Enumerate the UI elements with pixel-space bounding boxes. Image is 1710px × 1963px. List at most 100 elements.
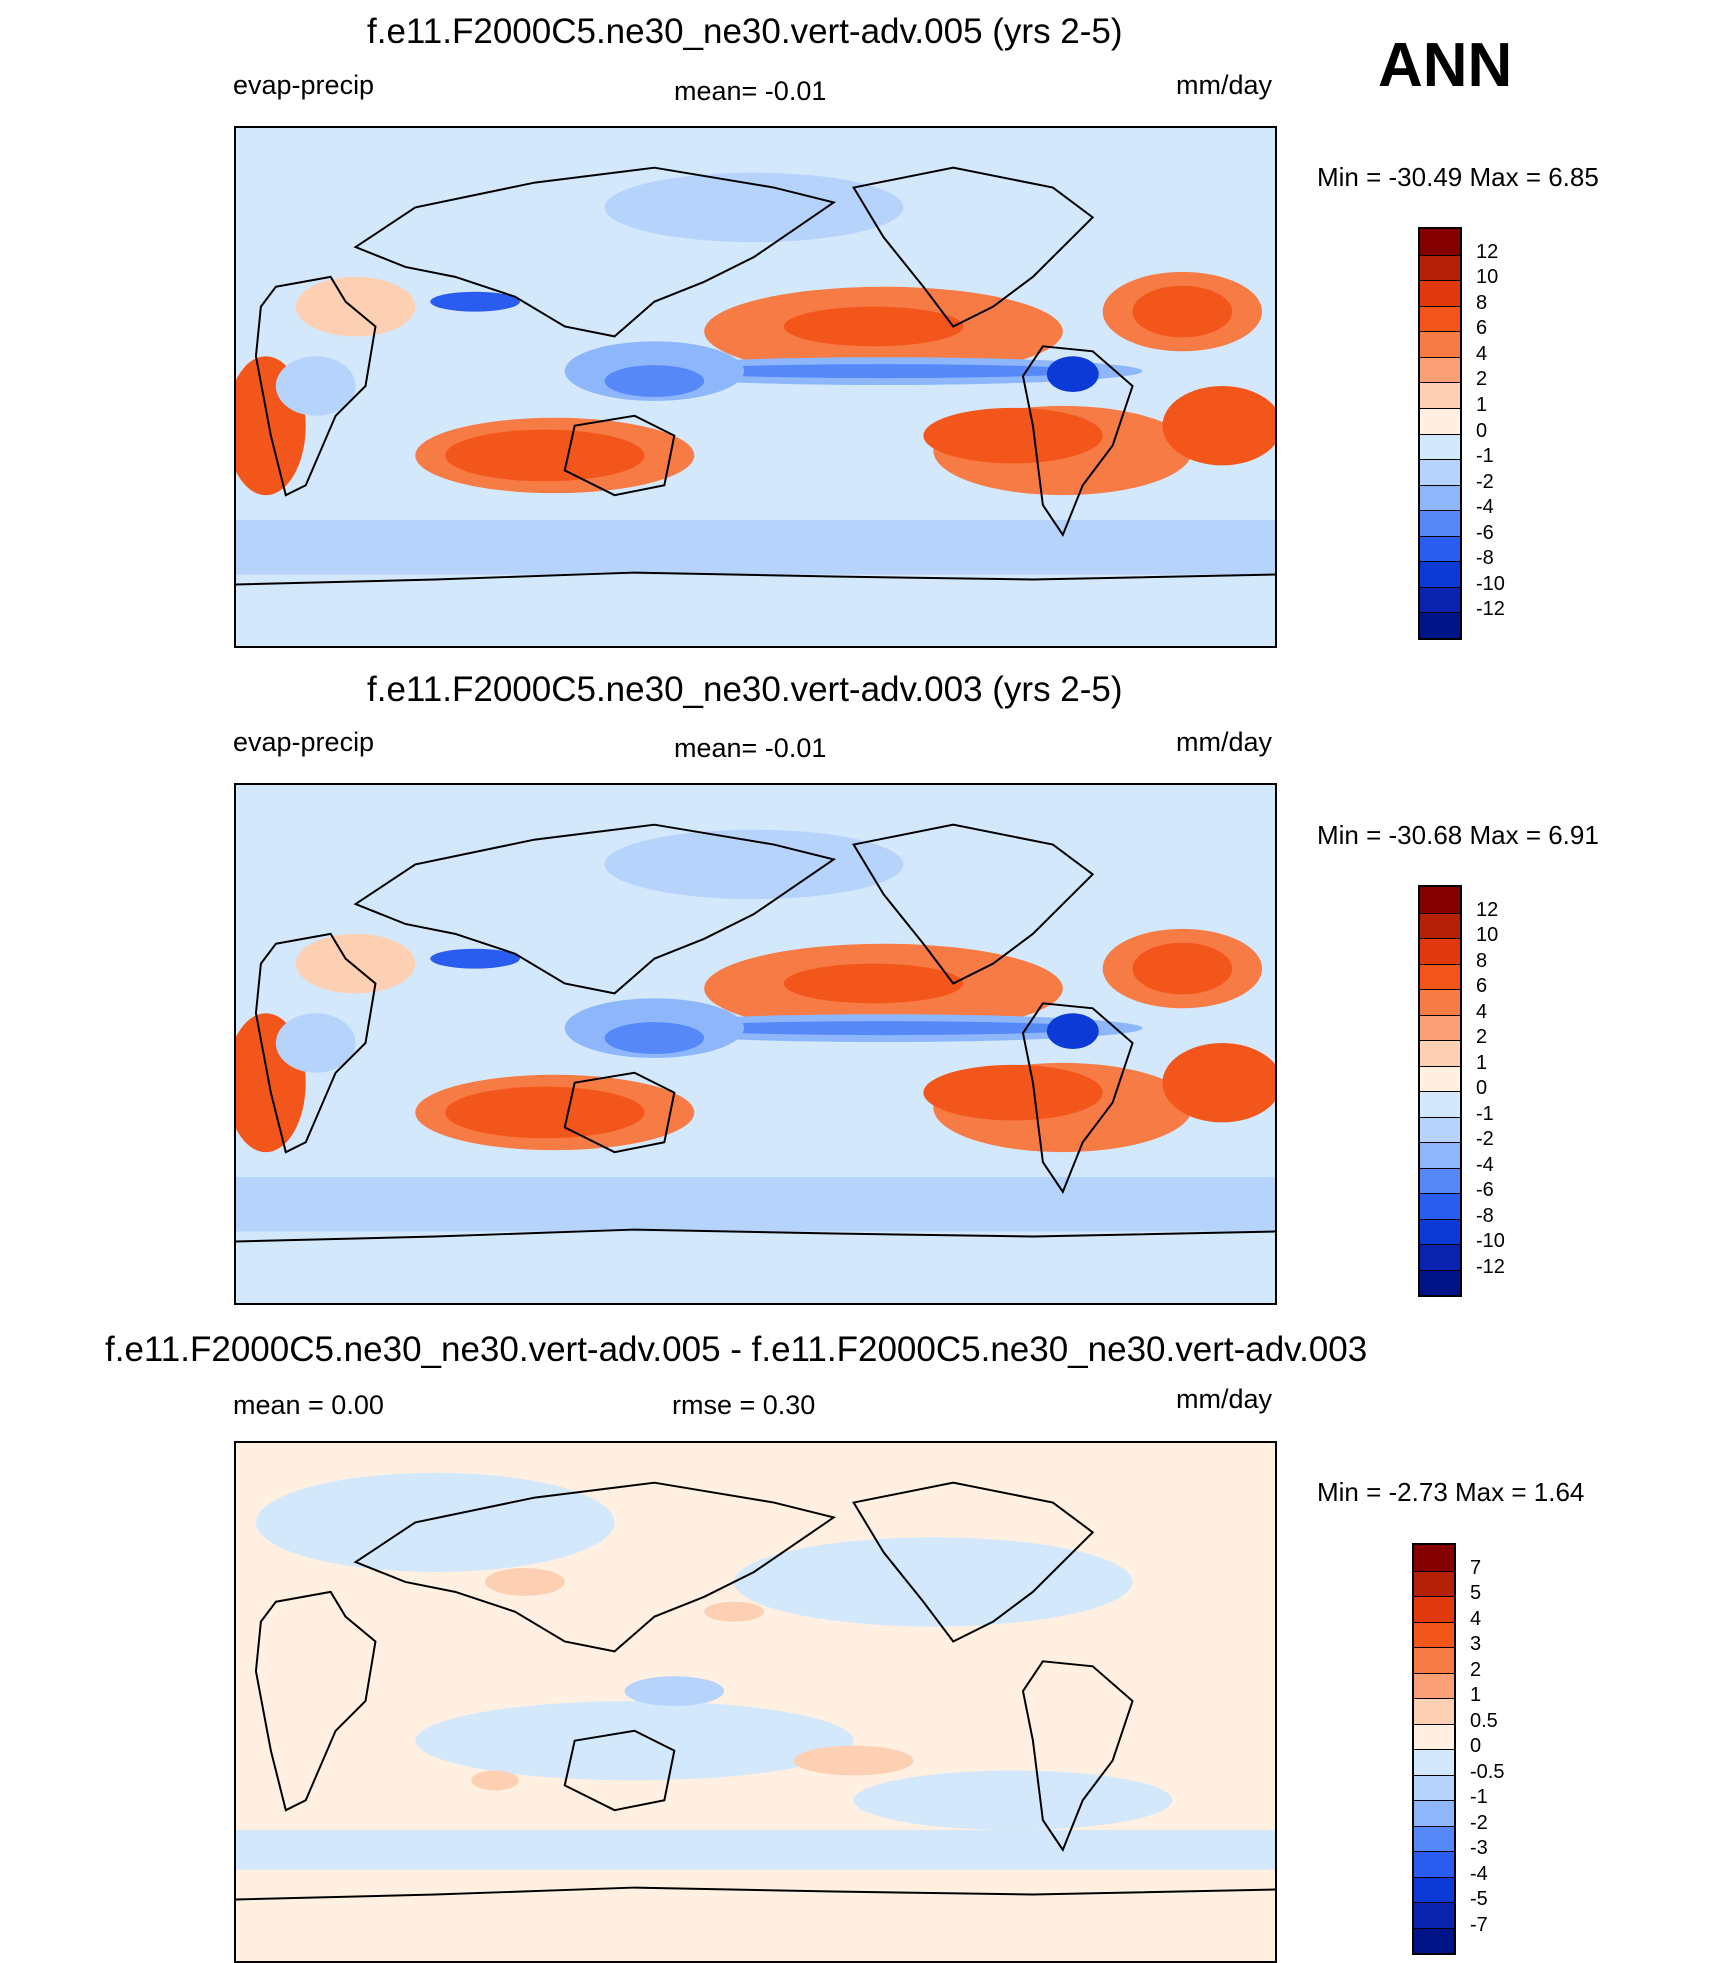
colorbar-tick-label: -10 xyxy=(1476,572,1505,595)
colorbar-tick-label: -1 xyxy=(1476,445,1494,468)
colorbar-tick-label: -6 xyxy=(1476,1179,1494,1201)
colorbar-swatch xyxy=(1414,1621,1454,1647)
panel-1-title: f.e11.F2000C5.ne30_ne30.vert-adv.005 (yr… xyxy=(367,12,1123,51)
colorbar-swatch xyxy=(1420,382,1460,408)
colorbar-tick-label: -7 xyxy=(1470,1913,1488,1936)
colorbar-tick-label: 5 xyxy=(1470,1582,1482,1604)
colorbar-tick-label: -2 xyxy=(1476,1128,1494,1150)
colorbar-swatch xyxy=(1414,1902,1454,1928)
colorbar-swatch xyxy=(1414,1647,1454,1673)
colorbar-tick-label: -4 xyxy=(1476,496,1494,519)
colorbar-tick-label: -3 xyxy=(1470,1837,1488,1859)
colorbar-tick-label: 6 xyxy=(1476,317,1488,340)
colorbar-tick-label: 1 xyxy=(1476,1051,1488,1074)
panel-3-rmse-label: rmse = 0.30 xyxy=(672,1390,816,1420)
colorbar-tick-label: 3 xyxy=(1470,1633,1482,1655)
colorbar-tick-label: 12 xyxy=(1476,898,1499,921)
colorbar-swatch xyxy=(1420,1014,1460,1040)
colorbar-tick-label: -2 xyxy=(1470,1811,1488,1834)
colorbar-swatch xyxy=(1420,1244,1460,1270)
colorbar-tick-label: 0 xyxy=(1470,1735,1482,1757)
panel-3-map xyxy=(234,1441,1277,1963)
colorbar-swatch xyxy=(1414,1825,1454,1851)
colorbar-swatch xyxy=(1420,561,1460,587)
colorbar-tick-label: 1 xyxy=(1470,1684,1482,1706)
panel-1-mean-label: mean= -0.01 xyxy=(674,76,827,106)
panel-1-colorbar xyxy=(1418,227,1462,640)
colorbar-tick-label: -8 xyxy=(1476,1204,1494,1227)
season-label: ANN xyxy=(1378,31,1513,100)
panel-1-units-label: mm/day xyxy=(1176,70,1273,100)
panel-2-map xyxy=(234,783,1277,1305)
colorbar-tick-label: 12 xyxy=(1476,240,1499,263)
colorbar-swatch xyxy=(1414,1723,1454,1749)
colorbar-swatch xyxy=(1414,1927,1454,1953)
colorbar-tick-label: -12 xyxy=(1476,1255,1505,1278)
map-field xyxy=(236,785,1275,1303)
panel-3-mean-label: mean = 0.00 xyxy=(233,1390,384,1420)
colorbar-swatch xyxy=(1420,1193,1460,1219)
colorbar-swatch xyxy=(1420,1116,1460,1142)
colorbar-tick-label: 4 xyxy=(1476,342,1488,365)
colorbar-tick-label: 7 xyxy=(1470,1556,1482,1579)
colorbar-tick-label: 2 xyxy=(1476,368,1488,391)
panel-3-title: f.e11.F2000C5.ne30_ne30.vert-adv.005 - f… xyxy=(105,1330,1368,1369)
colorbar-tick-label: 6 xyxy=(1476,975,1488,997)
colorbar-swatch xyxy=(1414,1545,1454,1571)
colorbar-swatch xyxy=(1420,356,1460,383)
colorbar-tick-label: -12 xyxy=(1476,598,1505,621)
colorbar-tick-label: 10 xyxy=(1476,924,1499,946)
colorbar-swatch xyxy=(1420,331,1460,357)
colorbar-swatch xyxy=(1414,1698,1454,1724)
colorbar-swatch xyxy=(1420,484,1460,511)
panel-2-variable-label: evap-precip xyxy=(233,727,375,757)
colorbar-tick-label: -8 xyxy=(1476,547,1494,570)
panel-2-minmax: Min = -30.68 Max = 6.91 xyxy=(1317,820,1599,850)
colorbar-tick-label: 0 xyxy=(1476,1077,1488,1099)
colorbar-swatch xyxy=(1420,586,1460,613)
colorbar-swatch xyxy=(1420,1142,1460,1168)
colorbar-tick-label: 0 xyxy=(1476,419,1488,442)
colorbar-swatch xyxy=(1414,1800,1454,1826)
colorbar-tick-label: -1 xyxy=(1476,1102,1494,1125)
colorbar-swatch xyxy=(1420,407,1460,434)
colorbar-tick-label: 10 xyxy=(1476,266,1499,289)
colorbar-tick-label: -5 xyxy=(1470,1888,1488,1910)
colorbar-tick-label: 2 xyxy=(1476,1026,1488,1048)
colorbar-swatch xyxy=(1420,280,1460,306)
colorbar-swatch xyxy=(1420,510,1460,536)
panel-2-units-label: mm/day xyxy=(1176,727,1273,757)
colorbar-swatch xyxy=(1420,963,1460,989)
panel-1-variable-label: evap-precip xyxy=(233,70,375,100)
colorbar-tick-label: -2 xyxy=(1476,470,1494,493)
colorbar-swatch xyxy=(1420,1218,1460,1244)
colorbar-swatch xyxy=(1420,612,1460,638)
panel-3-minmax: Min = -2.73 Max = 1.64 xyxy=(1317,1477,1585,1507)
colorbar-swatch xyxy=(1420,989,1460,1015)
colorbar-swatch xyxy=(1414,1596,1454,1622)
colorbar-swatch xyxy=(1414,1749,1454,1775)
colorbar-swatch xyxy=(1420,938,1460,964)
colorbar-swatch xyxy=(1414,1672,1454,1698)
colorbar-tick-label: 8 xyxy=(1476,949,1488,972)
colorbar-swatch xyxy=(1414,1570,1454,1596)
colorbar-swatch xyxy=(1420,1167,1460,1193)
colorbar-swatch xyxy=(1420,1091,1460,1117)
colorbar-tick-label: -6 xyxy=(1476,521,1494,544)
colorbar-swatch xyxy=(1420,305,1460,332)
panel-2-mean-label: mean= -0.01 xyxy=(674,733,827,763)
colorbar-tick-label: -0.5 xyxy=(1470,1760,1505,1783)
colorbar-tick-label: -10 xyxy=(1476,1230,1505,1252)
colorbar-tick-label: 4 xyxy=(1476,1000,1488,1023)
colorbar-swatch xyxy=(1420,1269,1460,1295)
colorbar-swatch xyxy=(1420,535,1460,562)
colorbar-swatch xyxy=(1420,1065,1460,1091)
panel-2-title: f.e11.F2000C5.ne30_ne30.vert-adv.003 (yr… xyxy=(367,670,1123,709)
colorbar-swatch xyxy=(1420,887,1460,913)
colorbar-tick-label: -4 xyxy=(1470,1862,1488,1885)
colorbar-swatch xyxy=(1420,459,1460,485)
colorbar-tick-label: 0.5 xyxy=(1470,1709,1498,1732)
colorbar-tick-label: -1 xyxy=(1470,1786,1488,1808)
colorbar-swatch xyxy=(1420,254,1460,281)
colorbar-swatch xyxy=(1420,433,1460,460)
